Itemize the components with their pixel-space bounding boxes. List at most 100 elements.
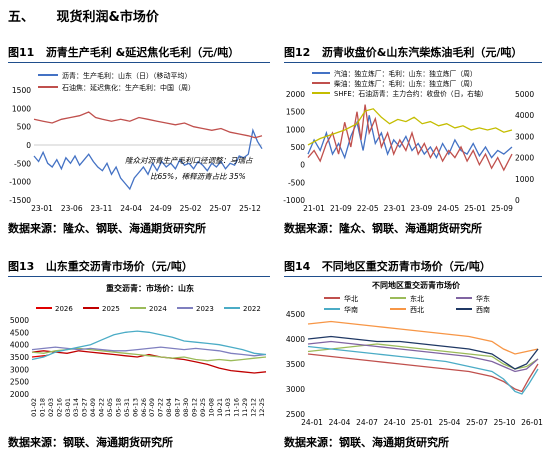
series-line-fig11-0 <box>33 128 263 191</box>
fig14-xtick-6: 25-07 <box>466 418 488 427</box>
fig13-ytick-1: 4500 <box>10 328 29 337</box>
fig13-xtick-14: 07-09 <box>148 398 156 417</box>
fig11-ytick-1: 1000 <box>12 104 31 113</box>
fig11-ytick-2: 500 <box>17 123 32 132</box>
fig11-xtick-4: 24-09 <box>150 204 172 213</box>
fig14-legend-3: 华南 <box>344 305 358 314</box>
fig13-chart: 重交沥青：市场价：山东 2026 2025 2024 2023 2022 5000 4500 4… <box>10 283 267 417</box>
series-line-fig12-2 <box>307 108 513 146</box>
fig13-inner-title: 重交沥青：市场价：山东 <box>106 283 194 293</box>
fig13-ytick-4: 3000 <box>10 365 29 374</box>
fig14-source: 数据来源：钢联、海通期货研究所 <box>284 436 449 449</box>
fig11-xtick-0: 23-01 <box>31 204 53 213</box>
fig12-ytick-left-1: 1500 <box>286 108 305 117</box>
fig13-ytick-6: 2000 <box>10 390 29 399</box>
fig12-legend-2: SHFE：石油沥青：主力合约：收盘价（日，右轴） <box>334 89 488 98</box>
section-title: 五、 现货利润&市场价 <box>8 6 159 25</box>
fig12-ytick-left-2: 1000 <box>286 125 305 134</box>
fig14-xtick-8: 26-01 <box>521 418 543 427</box>
section-heading: 现货利润&市场价 <box>56 10 159 25</box>
fig14-title-text: 不同地区重交沥青市场价（元/吨） <box>321 260 491 273</box>
fig13-xtick-19: 09-12 <box>190 398 198 417</box>
fig13-xtick-22: 10-21 <box>216 398 224 417</box>
fig11-note-1: 比65%，稀释沥青占比 35% <box>150 172 246 181</box>
fig14-ytick-3: 3000 <box>286 385 305 394</box>
fig14-ytick-0: 4500 <box>286 310 305 319</box>
fig12-ytick-left-6: -1000 <box>283 196 305 205</box>
fig13-title: 图13 山东重交沥青市场价（元/吨） <box>8 258 193 274</box>
fig11-ytick-6: -1500 <box>9 196 31 205</box>
fig11-xtick-2: 23-11 <box>91 204 113 213</box>
fig14-label: 图14 <box>284 260 311 273</box>
fig13-xtick-27: 12-25 <box>258 398 266 417</box>
fig13-xtick-26: 12-12 <box>250 398 258 417</box>
fig11-rule <box>8 62 270 63</box>
fig11-title-text: 沥青生产毛利 &延迟焦化毛利（元/吨） <box>45 46 240 59</box>
fig13-xtick-4: 03-01 <box>64 398 72 417</box>
fig14-inner-title: 不同地区重交沥青市场价 <box>372 280 461 290</box>
fig11-ytick-5: -1000 <box>9 178 31 187</box>
fig11-ytick-4: -500 <box>14 159 31 168</box>
fig13-xtick-1: 01-18 <box>38 398 46 417</box>
fig12-ytick-left-3: 500 <box>291 143 306 152</box>
fig13-xtick-6: 03-27 <box>81 398 89 417</box>
fig13-xtick-12: 06-13 <box>131 398 139 417</box>
series-line-fig14-1 <box>307 343 539 370</box>
series-line-fig11-1 <box>33 111 263 139</box>
fig12-source: 数据来源：隆众、钢联、海通期货研究所 <box>284 222 482 235</box>
section-number: 五、 <box>8 10 35 25</box>
fig13-xtick-15: 07-22 <box>157 398 165 417</box>
fig13-xtick-10: 05-18 <box>114 398 122 417</box>
fig12-ytick-right-3: 2000 <box>515 154 534 163</box>
fig12-ytick-right-2: 3000 <box>515 132 534 141</box>
fig14-ytick-1: 4000 <box>286 335 305 344</box>
fig13-legend-1: 2025 <box>102 305 120 313</box>
fig14-legend-2: 华东 <box>476 294 490 303</box>
series-line-fig14-4 <box>307 320 539 355</box>
fig11-ytick-3: 0 <box>26 141 31 150</box>
fig13-ytick-3: 3500 <box>10 353 29 362</box>
fig13-legend-3: 2023 <box>196 305 214 313</box>
fig13-label: 图13 <box>8 260 35 273</box>
fig12-ytick-right-4: 1000 <box>515 175 534 184</box>
fig11-ytick-0: 1500 <box>12 86 31 95</box>
fig13-xtick-21: 10-08 <box>207 398 215 417</box>
fig13-xtick-11: 05-31 <box>123 398 131 417</box>
fig14-xtick-2: 24-07 <box>356 418 378 427</box>
fig14-ytick-2: 3500 <box>286 360 305 369</box>
series-line-fig12-1 <box>307 104 513 172</box>
fig13-xtick-25: 11-29 <box>241 398 249 417</box>
fig13-xtick-5: 03-14 <box>72 398 80 417</box>
fig13-ytick-0: 5000 <box>10 316 29 325</box>
fig13-xtick-13: 06-26 <box>140 398 148 417</box>
fig12-ytick-right-5: 0 <box>515 196 520 205</box>
fig12-chart: 2000150010005000-500-1000500040003000200… <box>283 69 534 213</box>
fig13-legend-0: 2026 <box>55 305 73 313</box>
fig12-rule <box>284 62 542 63</box>
fig14-xtick-5: 25-04 <box>439 418 461 427</box>
fig14-legend-5: 西南 <box>476 305 490 314</box>
fig11-xtick-7: 25-12 <box>239 204 261 213</box>
fig12-ytick-right-1: 4000 <box>515 111 534 120</box>
fig13-xtick-24: 11-16 <box>233 398 241 417</box>
series-line-fig14-3 <box>307 345 539 395</box>
fig11-note-0: 隆众对沥青生产毛利口径调整：马瑞占 <box>125 156 254 165</box>
fig11-title: 图11 沥青生产毛利 &延迟焦化毛利（元/吨） <box>8 44 239 60</box>
fig14-legend-0: 华北 <box>344 294 358 303</box>
fig13-ytick-2: 4000 <box>10 341 29 350</box>
fig12-title: 图12 沥青收盘价&山东汽柴炼油毛利（元/吨） <box>284 44 522 60</box>
fig12-xtick-2: 22-05 <box>357 204 379 213</box>
fig12-label: 图12 <box>284 46 311 59</box>
fig13-source: 数据来源：钢联、海通期货研究所 <box>8 436 173 449</box>
fig14-xtick-0: 24-01 <box>301 418 323 427</box>
fig11-legend-0: 沥青：生产毛利：山东（日）（移动平均） <box>62 71 192 80</box>
fig12-ytick-right-0: 5000 <box>515 90 534 99</box>
fig13-title-text: 山东重交沥青市场价（元/吨） <box>45 260 193 273</box>
fig14-ytick-4: 2500 <box>286 410 305 419</box>
fig13-xtick-2: 02-03 <box>47 398 55 417</box>
series-line-fig13-4 <box>31 330 267 361</box>
fig13-xtick-18: 08-30 <box>182 398 190 417</box>
fig11-xtick-3: 24-04 <box>120 204 142 213</box>
fig13-xtick-9: 05-05 <box>106 398 114 417</box>
